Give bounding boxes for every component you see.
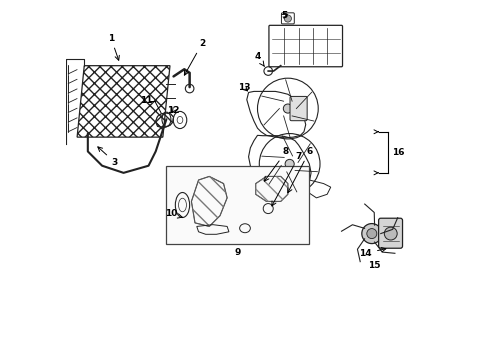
Circle shape xyxy=(384,227,397,240)
Circle shape xyxy=(283,104,293,113)
Text: 11: 11 xyxy=(141,96,153,105)
FancyBboxPatch shape xyxy=(379,218,403,248)
Text: 13: 13 xyxy=(238,83,250,92)
Text: 14: 14 xyxy=(360,248,386,258)
Text: 3: 3 xyxy=(98,147,118,167)
Text: 16: 16 xyxy=(392,148,405,157)
Text: 8: 8 xyxy=(265,147,289,181)
Text: 2: 2 xyxy=(184,39,205,75)
Text: 6: 6 xyxy=(288,147,313,193)
Text: 15: 15 xyxy=(368,261,381,270)
Text: 7: 7 xyxy=(272,152,302,206)
Text: 12: 12 xyxy=(167,106,180,115)
Circle shape xyxy=(362,224,382,244)
Circle shape xyxy=(367,229,377,239)
Circle shape xyxy=(284,15,292,22)
Text: 9: 9 xyxy=(235,248,241,257)
FancyBboxPatch shape xyxy=(290,96,307,121)
Text: 10: 10 xyxy=(165,210,183,219)
Text: 4: 4 xyxy=(254,52,265,66)
Text: 1: 1 xyxy=(108,34,120,60)
Bar xyxy=(167,166,309,244)
Text: 5: 5 xyxy=(281,11,288,20)
Circle shape xyxy=(285,159,294,168)
